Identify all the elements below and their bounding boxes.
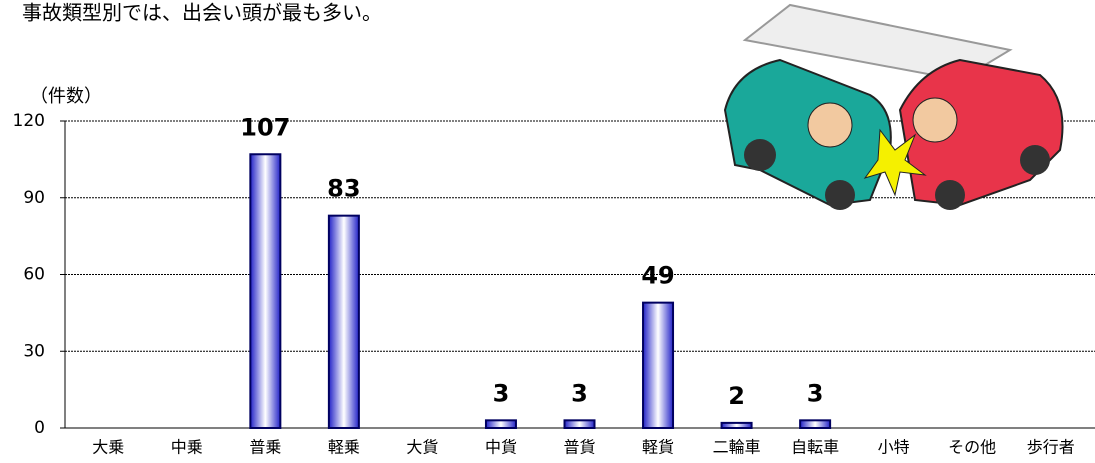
value-label: 3 [493,379,510,407]
bar [484,419,517,430]
value-label: 49 [641,262,674,290]
x-tick-label: 大貨 [406,438,438,457]
x-tick-label: 歩行者 [1027,438,1075,457]
x-tick-label: 中貨 [485,438,517,457]
bar [720,421,753,429]
chart-title: 事故類型別では、出会い頭が最も多い。 [22,1,382,25]
bar [327,214,360,429]
illustration [723,3,1064,210]
y-tick-label: 60 [23,265,45,285]
y-tick-label: 30 [23,341,45,361]
x-tick-label: 普貨 [563,438,595,457]
value-label: 3 [571,379,588,407]
value-label: 3 [807,379,824,407]
value-label: 107 [240,113,290,141]
x-tick-label: 軽乗 [328,438,360,457]
x-tick-label: 自転車 [791,438,839,457]
bar [799,419,832,430]
x-tick-label: その他 [948,438,996,457]
x-tick-label: 二輪車 [713,438,761,457]
plot-area: 0 30 60 90 120 大乗 中乗 普乗 107 軽乗 83 大貨 中貨 3 普貨 3 軽貨 49 二輪車 2 自… [13,111,1095,457]
value-label: 2 [728,382,745,410]
y-axis-label: （件数） [30,86,102,107]
x-tick-label: 大乗 [92,438,124,457]
y-tick-label: 0 [34,418,45,438]
x-tick-label: 中乗 [171,438,203,457]
x-tick-label: 軽貨 [642,438,674,457]
x-tick-label: 小特 [878,438,910,457]
bar [563,419,596,430]
bar [249,153,282,429]
x-tick-label: 普乗 [249,438,281,457]
bar [642,301,675,429]
y-tick-label: 90 [23,188,45,208]
y-tick-label: 120 [13,111,45,131]
value-label: 83 [327,175,360,203]
